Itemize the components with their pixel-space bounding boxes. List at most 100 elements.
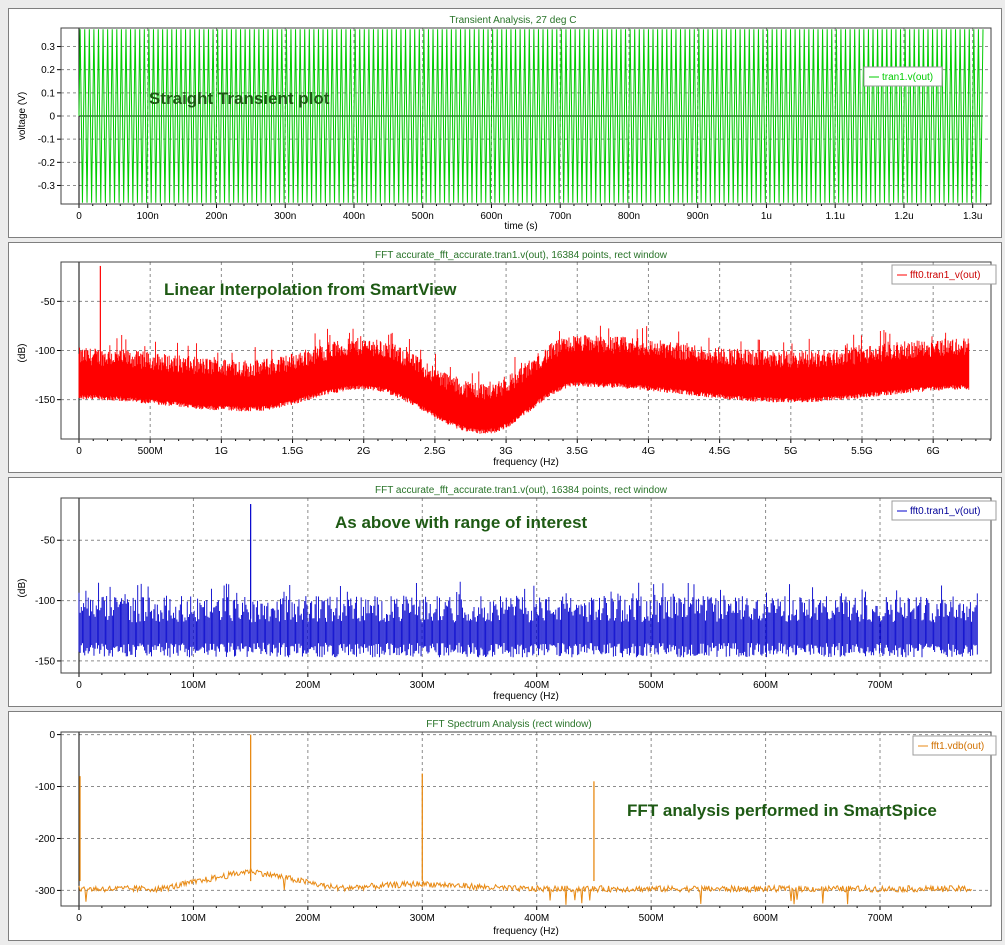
x-tick-label: 900n <box>687 211 709 222</box>
annotation-label: As above with range of interest <box>335 513 588 532</box>
plot-area[interactable]: 0 100n 200n 300n 400n 500n 600n 700n 800n 900n 1u 1… <box>38 27 992 222</box>
x-tick-label: 1.3u <box>963 211 982 222</box>
x-tick-label: 600M <box>753 680 778 691</box>
x-tick-label: 600M <box>753 913 778 924</box>
y-tick-label: 0 <box>49 112 55 123</box>
x-tick-label: 500M <box>639 913 664 924</box>
legend-entry: tran1.v(out) <box>882 72 933 83</box>
chart-title: FFT accurate_fft_accurate.tran1.v(out), … <box>375 250 668 261</box>
x-tick-label: 700n <box>549 211 571 222</box>
x-tick-label: 300M <box>410 913 435 924</box>
plot-frame <box>60 27 992 205</box>
legend-entry: fft0.tran1_v(out) <box>910 506 980 517</box>
chart-title: Transient Analysis, 27 deg C <box>450 15 577 26</box>
plot-background <box>61 732 991 906</box>
x-tick-label: 4.5G <box>709 446 731 457</box>
spectrum-svg[interactable]: FFT Spectrum Analysis (rect window) freq… <box>9 712 1001 940</box>
annotation-label: Straight Transient plot <box>149 89 330 108</box>
y-tick-label: 0 <box>49 730 55 741</box>
chart-title: FFT Spectrum Analysis (rect window) <box>426 719 591 730</box>
y-axis-label: voltage (V) <box>17 92 28 140</box>
y-tick-label: 0.1 <box>41 88 55 99</box>
legend-entry: fft0.tran1_v(out) <box>910 270 980 281</box>
annotation-label: FFT analysis performed in SmartSpice <box>627 801 937 820</box>
fft-linear-svg[interactable]: FFT accurate_fft_accurate.tran1.v(out), … <box>9 243 1001 472</box>
x-tick-label: 2G <box>357 446 371 457</box>
x-axis-label: frequency (Hz) <box>493 926 559 937</box>
x-tick-label: 0 <box>76 680 82 691</box>
plot-area[interactable]: 0 500M 1G 1.5G 2G 2.5G 3G 3.5G 4G 4.5G 5G 5.5G 6G -50… <box>35 261 992 457</box>
legend[interactable]: fft0.tran1_v(out) <box>891 264 997 285</box>
x-tick-label: 0 <box>76 446 82 457</box>
legend[interactable]: tran1.v(out) <box>863 66 943 87</box>
legend-box[interactable] <box>891 264 997 285</box>
legend-entry: fft1.vdb(out) <box>931 741 984 752</box>
y-tick-label: -100 <box>35 596 55 607</box>
x-axis-label: frequency (Hz) <box>493 691 559 702</box>
series-line-tran1[interactable] <box>78 29 984 203</box>
series-line-fft1[interactable] <box>78 866 972 905</box>
plot-frame <box>60 261 992 440</box>
annotation-label: Linear Interpolation from SmartView <box>164 280 457 299</box>
x-tick-label: 100M <box>181 913 206 924</box>
x-axis-label: time (s) <box>504 221 537 232</box>
chart-title: FFT accurate_fft_accurate.tran1.v(out), … <box>375 485 668 496</box>
x-tick-label: 600n <box>480 211 502 222</box>
x-tick-label: 400n <box>343 211 365 222</box>
x-tick-label: 3G <box>499 446 513 457</box>
fft-zoom-panel[interactable]: FFT accurate_fft_accurate.tran1.v(out), … <box>8 477 1002 707</box>
legend-box[interactable] <box>891 500 997 521</box>
x-tick-label: 1.5G <box>282 446 304 457</box>
y-tick-label: -50 <box>41 536 56 547</box>
legend-box[interactable] <box>863 66 943 87</box>
x-tick-label: 400M <box>524 913 549 924</box>
series-line-fft0[interactable] <box>78 581 978 658</box>
x-tick-label: 100n <box>137 211 159 222</box>
legend-box[interactable] <box>912 735 997 756</box>
plot-frame <box>60 497 992 674</box>
y-tick-label: -150 <box>35 656 55 667</box>
x-tick-label: 100M <box>181 680 206 691</box>
x-axis-label: frequency (Hz) <box>493 457 559 468</box>
x-tick-label: 500M <box>639 680 664 691</box>
legend[interactable]: fft0.tran1_v(out) <box>891 500 997 521</box>
y-tick-label: 0.2 <box>41 65 55 76</box>
x-tick-label: 300M <box>410 680 435 691</box>
plot-area[interactable]: 0 100M 200M 300M 400M 500M 600M 700M -50 -100 -150 <box>35 497 992 691</box>
x-tick-label: 200M <box>295 913 320 924</box>
y-tick-label: -0.1 <box>38 135 56 146</box>
y-axis-label: (dB) <box>17 344 28 363</box>
spectrum-panel[interactable]: FFT Spectrum Analysis (rect window) freq… <box>8 711 1002 941</box>
fft-zoom-svg[interactable]: FFT accurate_fft_accurate.tran1.v(out), … <box>9 478 1001 706</box>
x-tick-label: 400M <box>524 680 549 691</box>
x-tick-label: 1.2u <box>894 211 913 222</box>
x-tick-label: 4G <box>642 446 656 457</box>
y-tick-label: -200 <box>35 834 55 845</box>
plot-area[interactable]: 0 100M 200M 300M 400M 500M 600M 700M 0 -100 -200 -3… <box>35 730 992 924</box>
x-tick-label: 800n <box>618 211 640 222</box>
y-tick-label: -300 <box>35 886 55 897</box>
x-tick-label: 5G <box>784 446 798 457</box>
x-tick-label: 0 <box>76 211 82 222</box>
x-tick-label: 700M <box>868 913 893 924</box>
x-tick-label: 6G <box>927 446 941 457</box>
plot-frame <box>60 731 992 907</box>
x-tick-label: 3.5G <box>566 446 588 457</box>
series-line-fft0[interactable] <box>78 325 970 434</box>
x-tick-label: 200M <box>295 680 320 691</box>
x-tick-label: 1.1u <box>825 211 844 222</box>
x-tick-label: 200n <box>205 211 227 222</box>
y-axis-label: (dB) <box>17 579 28 598</box>
legend[interactable]: fft1.vdb(out) <box>912 735 997 756</box>
transient-plot-svg[interactable]: Transient Analysis, 27 deg C voltage (V)… <box>9 9 1001 237</box>
y-tick-label: -0.2 <box>38 158 56 169</box>
y-tick-label: -100 <box>35 782 55 793</box>
x-tick-label: 500n <box>412 211 434 222</box>
y-tick-label: -50 <box>41 297 56 308</box>
x-tick-label: 300n <box>274 211 296 222</box>
x-tick-label: 1G <box>215 446 229 457</box>
fft-linear-panel[interactable]: FFT accurate_fft_accurate.tran1.v(out), … <box>8 242 1002 473</box>
x-tick-label: 1u <box>761 211 772 222</box>
x-tick-label: 0 <box>76 913 82 924</box>
transient-plot-panel[interactable]: Transient Analysis, 27 deg C voltage (V)… <box>8 8 1002 238</box>
